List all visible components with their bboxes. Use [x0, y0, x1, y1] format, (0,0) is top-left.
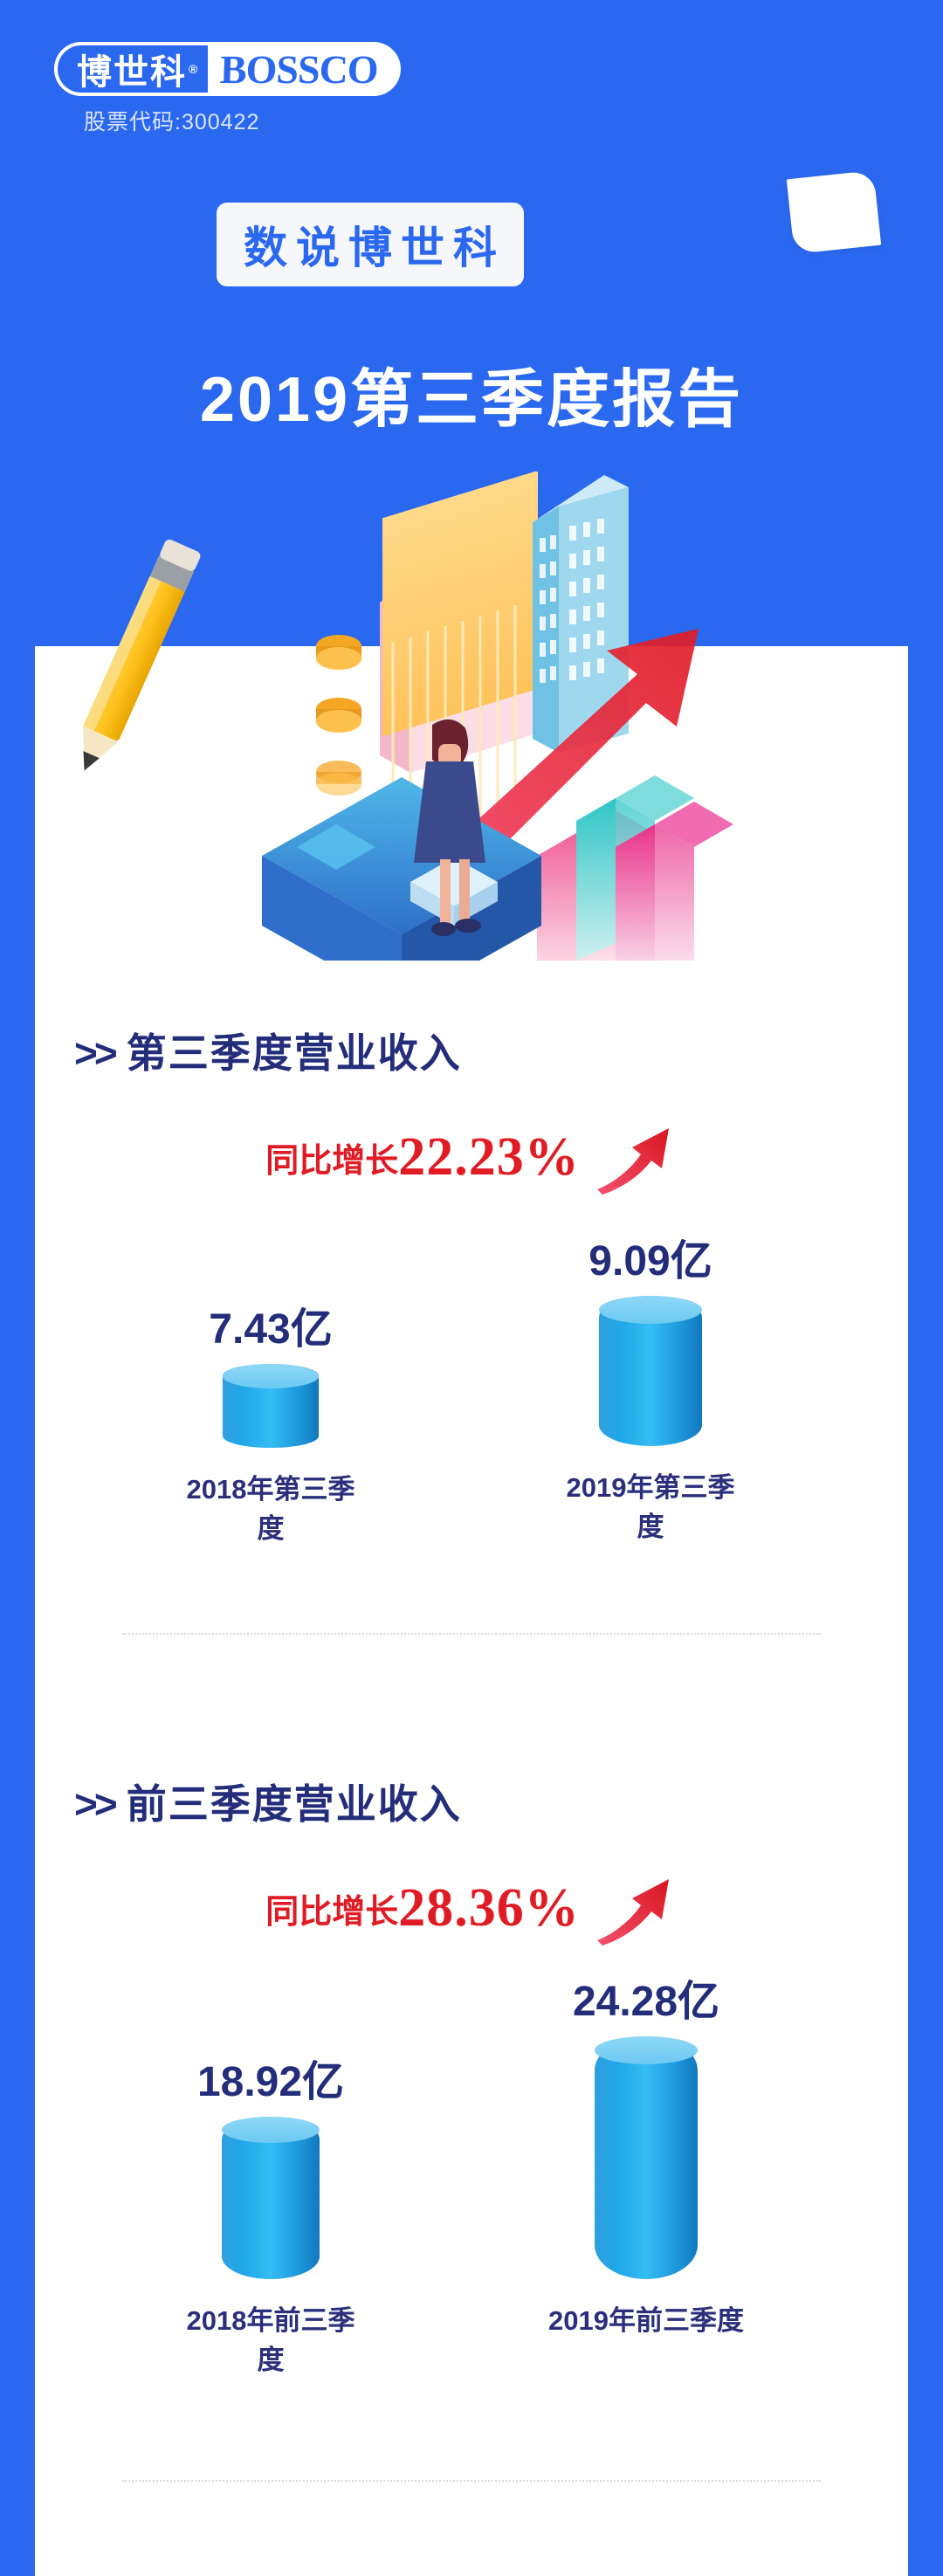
bar-chart-q3: 7.43亿 2018年第三季度 9.09亿 2019年第三季度: [35, 1210, 908, 1544]
bar-group-2019-ytd: 24.28亿 2019年前三季度: [541, 1966, 751, 2338]
logo-english-name: BOSSCO: [219, 46, 379, 92]
stock-code-label: 股票代码:300422: [84, 110, 260, 134]
bar-value-label: 18.92亿: [196, 2059, 345, 2105]
bar-group-2018-q3: 7.43亿 2018年第三季度: [183, 1294, 358, 1546]
bar-group-2019-q3: 9.09亿 2019年第三季度: [559, 1226, 742, 1544]
section-heading-text: 前三季度营业收入: [126, 1781, 462, 1827]
company-logo: 博世科 ® BOSSCO: [54, 42, 401, 96]
chevron-right-icon: >>: [74, 1030, 118, 1076]
growth-label-ytd: 同比增长: [265, 1893, 399, 1931]
growth-row-q3: 同比增长 22.23%: [35, 1119, 908, 1195]
bar-value-label: 7.43亿: [209, 1306, 333, 1353]
growth-value-ytd: 28.36%: [398, 1878, 580, 1938]
chevron-right-icon: >>: [74, 1781, 118, 1827]
bar-value-label: 9.09亿: [589, 1238, 712, 1285]
bar-group-2018-ytd: 18.92亿 2018年前三季度: [175, 2047, 367, 2377]
logo-chinese-text: 博世科: [77, 53, 187, 92]
cylinder-body: [222, 2117, 320, 2279]
cylinder-bar: [223, 1364, 319, 1448]
content-card: >> 第三季度营业收入 同比增长 22.23% 7.43亿 2018年第三季度: [35, 472, 908, 2576]
skyscraper: [533, 475, 629, 753]
badge-title-text: 数说博世科: [244, 224, 506, 272]
coin-stack-icon: [316, 635, 361, 796]
section-divider-1: [122, 1633, 821, 1635]
section-first-three-quarters: >> 前三季度营业收入 同比增长 28.36% 18.92亿 2018年前三季度: [35, 1773, 908, 2375]
person-figure: [414, 719, 485, 936]
bar-caption: 2019年前三季度: [548, 2305, 744, 2336]
bar-chart-ytd: 18.92亿 2018年前三季度 24.28亿 2019年前三季度: [35, 1954, 908, 2375]
bar-caption: 2018年第三季度: [186, 1474, 355, 1544]
page-title: 2019第三季度报告: [199, 365, 744, 435]
registered-trademark-icon: ®: [189, 62, 200, 76]
growth-label-q3: 同比增长: [265, 1142, 399, 1180]
logo-chinese-name: 博世科 ®: [54, 42, 209, 96]
badge-title-box: 数说博世科: [217, 203, 524, 286]
section-heading-ytd: >> 前三季度营业收入: [74, 1773, 908, 1830]
pencil-icon: [83, 539, 201, 771]
cylinder-bar: [595, 2036, 698, 2279]
paper-sheet-decoration: [786, 170, 882, 254]
bar-chart-blocks: [537, 775, 733, 961]
section-q3-revenue: >> 第三季度营业收入 同比增长 22.23% 7.43亿 2018年第三季度: [35, 1022, 908, 1544]
growth-arrow-icon: [596, 1128, 669, 1195]
bar-caption: 2018年前三季度: [186, 2305, 355, 2375]
cylinder-bar: [222, 2117, 320, 2279]
cylinder-top: [599, 1296, 702, 1324]
section-heading-text: 第三季度营业收入: [126, 1030, 462, 1076]
growth-arrow-icon: [596, 1879, 669, 1946]
bar-caption: 2019年第三季度: [566, 1472, 735, 1542]
cylinder-top: [223, 1364, 319, 1388]
growth-row-ytd: 同比增长 28.36%: [35, 1870, 908, 1946]
section-heading-q3: >> 第三季度营业收入: [74, 1022, 908, 1079]
cylinder-top: [222, 2117, 320, 2143]
cylinder-body: [595, 2036, 698, 2279]
cylinder-top: [595, 2036, 698, 2064]
growth-value-q3: 22.23%: [398, 1127, 580, 1187]
hero-illustration: [35, 472, 908, 961]
page-header: 博世科 ® BOSSCO 股票代码:300422 数说博世科 2019第三季度报告: [0, 0, 943, 489]
bar-value-label: 24.28亿: [572, 1979, 720, 2025]
section-divider-2: [122, 2480, 821, 2482]
cylinder-bar: [599, 1296, 702, 1446]
office-tower: [380, 472, 538, 847]
